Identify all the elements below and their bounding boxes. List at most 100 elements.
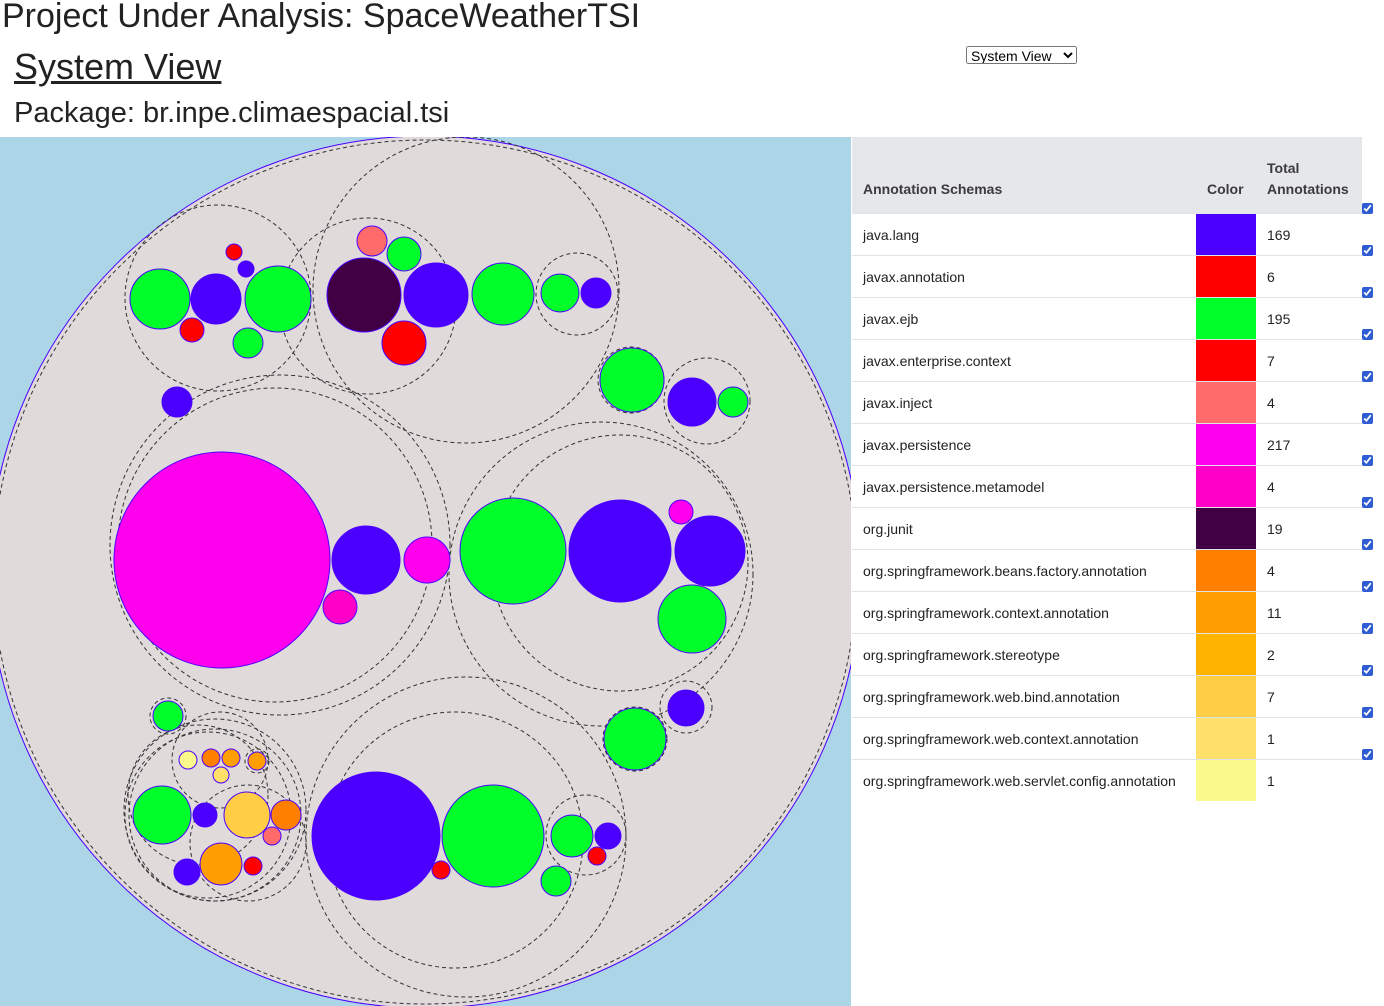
- annotation-circle[interactable]: [270, 799, 302, 831]
- annotation-circle[interactable]: [599, 347, 665, 413]
- annotation-circle[interactable]: [237, 260, 255, 278]
- total-annotations: 4: [1256, 549, 1362, 592]
- schema-visibility-checkbox[interactable]: [1362, 665, 1373, 676]
- annotation-circle[interactable]: [179, 317, 205, 343]
- view-title-link[interactable]: System View: [14, 46, 222, 87]
- annotation-circle[interactable]: [381, 320, 427, 366]
- color-swatch: [1196, 381, 1256, 424]
- package-circle[interactable]: [602, 706, 668, 772]
- annotation-circle[interactable]: [129, 268, 191, 330]
- annotation-circle[interactable]: [225, 243, 243, 261]
- package-circle[interactable]: [109, 374, 451, 716]
- annotation-circle[interactable]: [311, 771, 441, 901]
- package-circle[interactable]: [448, 421, 754, 727]
- schema-name: org.springframework.context.annotation: [852, 591, 1196, 634]
- color-swatch: [1196, 507, 1256, 550]
- annotation-circle[interactable]: [247, 751, 267, 771]
- package-circle[interactable]: [535, 252, 619, 336]
- annotation-circle[interactable]: [580, 277, 612, 309]
- annotation-circle[interactable]: [431, 860, 451, 880]
- annotation-circle[interactable]: [190, 273, 242, 325]
- legend-row: javax.ejb 195: [852, 297, 1362, 340]
- package-circle[interactable]: [244, 748, 270, 774]
- annotation-circle[interactable]: [403, 536, 451, 584]
- annotation-circle[interactable]: [386, 236, 422, 272]
- schema-visibility-checkbox[interactable]: [1362, 707, 1373, 718]
- total-annotations: 4: [1256, 381, 1362, 424]
- header-color[interactable]: Color: [1196, 137, 1256, 214]
- schema-name: javax.enterprise.context: [852, 339, 1196, 382]
- schema-visibility-checkbox[interactable]: [1362, 203, 1373, 214]
- annotation-circle[interactable]: [322, 589, 358, 625]
- schema-visibility-checkbox[interactable]: [1362, 245, 1373, 256]
- annotation-circle[interactable]: [152, 700, 184, 732]
- annotation-circle[interactable]: [232, 327, 264, 359]
- package-circle[interactable]: [127, 724, 269, 866]
- annotation-circle[interactable]: [441, 784, 545, 888]
- annotation-circle[interactable]: [568, 499, 672, 603]
- annotation-circle[interactable]: [326, 257, 402, 333]
- annotation-circle[interactable]: [667, 689, 705, 727]
- legend-row: org.springframework.web.servlet.config.a…: [852, 759, 1362, 801]
- annotation-circle[interactable]: [717, 386, 749, 418]
- package-circle[interactable]: [189, 784, 307, 902]
- annotation-circle[interactable]: [471, 262, 535, 326]
- annotation-circle[interactable]: [331, 525, 401, 595]
- circle-packing-view[interactable]: [0, 137, 851, 1006]
- annotation-circle[interactable]: [244, 265, 312, 333]
- annotation-circle[interactable]: [173, 858, 201, 886]
- schema-visibility-checkbox[interactable]: [1362, 413, 1373, 424]
- annotation-circle[interactable]: [223, 791, 271, 839]
- package-circle[interactable]: [663, 357, 751, 445]
- total-annotations: 2: [1256, 633, 1362, 676]
- total-annotations: 6: [1256, 255, 1362, 298]
- schema-name: org.springframework.stereotype: [852, 633, 1196, 676]
- package-circle[interactable]: [149, 697, 187, 735]
- legend-row: javax.persistence.metamodel 4: [852, 465, 1362, 508]
- annotation-circle[interactable]: [657, 584, 727, 654]
- header-annotation-schemas[interactable]: Annotation Schemas: [852, 137, 1196, 214]
- package-circle[interactable]: [312, 137, 620, 444]
- annotation-circle[interactable]: [161, 386, 193, 418]
- annotation-circle[interactable]: [192, 802, 218, 828]
- schema-name: org.springframework.web.bind.annotation: [852, 675, 1196, 718]
- annotation-circle[interactable]: [243, 856, 263, 876]
- annotation-circle[interactable]: [603, 707, 667, 771]
- annotation-circle[interactable]: [667, 377, 717, 427]
- schema-visibility-checkbox[interactable]: [1362, 539, 1373, 550]
- schema-visibility-checkbox[interactable]: [1362, 287, 1373, 298]
- header-total-annotations[interactable]: Total Annotations: [1256, 137, 1362, 214]
- package-circle[interactable]: [659, 680, 713, 734]
- annotation-circle[interactable]: [199, 842, 243, 886]
- package-circle[interactable]: [171, 711, 269, 809]
- annotation-circle[interactable]: [540, 273, 580, 313]
- header-total-line1: Total: [1267, 160, 1300, 176]
- annotation-circle[interactable]: [212, 766, 230, 784]
- schema-visibility-checkbox[interactable]: [1362, 371, 1373, 382]
- schema-visibility-checkbox[interactable]: [1362, 329, 1373, 340]
- color-swatch: [1196, 297, 1256, 340]
- annotation-circle[interactable]: [459, 497, 567, 605]
- circle-packing-svg[interactable]: [0, 137, 851, 1006]
- annotation-circle[interactable]: [403, 262, 469, 328]
- annotation-circle[interactable]: [262, 826, 282, 846]
- schema-visibility-checkbox[interactable]: [1362, 581, 1373, 592]
- annotation-circle[interactable]: [668, 499, 694, 525]
- annotation-circle[interactable]: [540, 865, 572, 897]
- schema-visibility-checkbox[interactable]: [1362, 497, 1373, 508]
- view-selector[interactable]: System View: [966, 46, 1077, 64]
- schema-visibility-checkbox[interactable]: [1362, 623, 1373, 634]
- annotation-circle[interactable]: [674, 515, 746, 587]
- annotation-circle[interactable]: [594, 822, 622, 850]
- schema-visibility-checkbox[interactable]: [1362, 455, 1373, 466]
- package-circle[interactable]: [545, 794, 627, 876]
- annotation-circle[interactable]: [356, 225, 388, 257]
- annotation-circle[interactable]: [178, 750, 198, 770]
- annotation-circle[interactable]: [221, 748, 241, 768]
- annotation-circle[interactable]: [201, 748, 221, 768]
- annotation-circle[interactable]: [132, 785, 192, 845]
- annotation-circle[interactable]: [587, 846, 607, 866]
- annotation-circle[interactable]: [113, 451, 331, 669]
- annotation-circle[interactable]: [550, 814, 594, 858]
- schema-visibility-checkbox[interactable]: [1362, 749, 1373, 760]
